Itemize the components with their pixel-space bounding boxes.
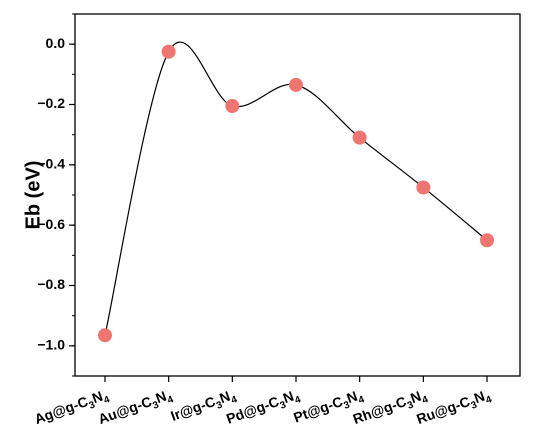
x-axis: Ag@g-C3N4Au@g-C3N4Ir@g-C3N4Pd@g-C3N4Pt@g… (32, 376, 494, 431)
x-tick-label: Pd@g-C3N4 (224, 386, 303, 431)
y-axis: 0.0 −0.2 −0.4 −0.6 −0.8 −1.0 (37, 13, 75, 377)
y-tick-label: −1.0 (37, 337, 65, 353)
x-tick-label: Au@g-C3N4 (96, 386, 176, 431)
data-point (225, 99, 240, 114)
data-points (98, 44, 494, 343)
data-point (98, 328, 112, 343)
x-tick-label: Ru@g-C3N4 (414, 386, 494, 431)
y-tick-label: 0.0 (46, 35, 66, 51)
y-tick-label: −0.6 (37, 216, 65, 232)
data-point (289, 77, 303, 92)
y-tick-label: −0.2 (37, 95, 65, 111)
data-point (480, 233, 494, 248)
y-tick-label: −0.4 (37, 156, 65, 172)
y-tick-label: −0.8 (37, 276, 65, 292)
y-axis-label: Eb (eV) (22, 161, 44, 230)
data-point (352, 130, 367, 145)
data-point (416, 180, 431, 195)
plot-frame (74, 13, 521, 377)
data-point (161, 44, 176, 59)
